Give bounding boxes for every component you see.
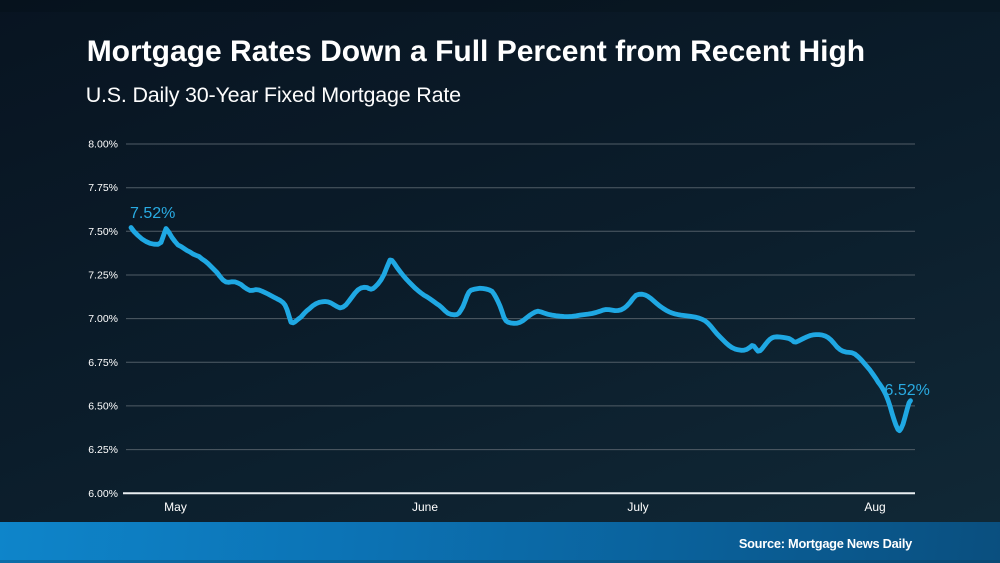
svg-text:June: June xyxy=(412,500,438,514)
svg-text:7.52%: 7.52% xyxy=(130,205,175,222)
svg-text:6.50%: 6.50% xyxy=(88,400,118,412)
svg-text:July: July xyxy=(627,500,648,514)
svg-text:May: May xyxy=(164,500,187,514)
svg-text:6.00%: 6.00% xyxy=(88,488,118,500)
svg-text:7.25%: 7.25% xyxy=(88,270,118,282)
svg-text:7.75%: 7.75% xyxy=(88,182,118,194)
svg-text:Aug: Aug xyxy=(864,500,885,514)
svg-text:8.00%: 8.00% xyxy=(88,139,118,151)
svg-text:6.75%: 6.75% xyxy=(88,357,118,369)
svg-text:6.52%: 6.52% xyxy=(885,382,930,399)
svg-text:7.50%: 7.50% xyxy=(88,226,118,238)
svg-text:7.00%: 7.00% xyxy=(88,313,118,325)
svg-text:6.25%: 6.25% xyxy=(88,444,118,456)
